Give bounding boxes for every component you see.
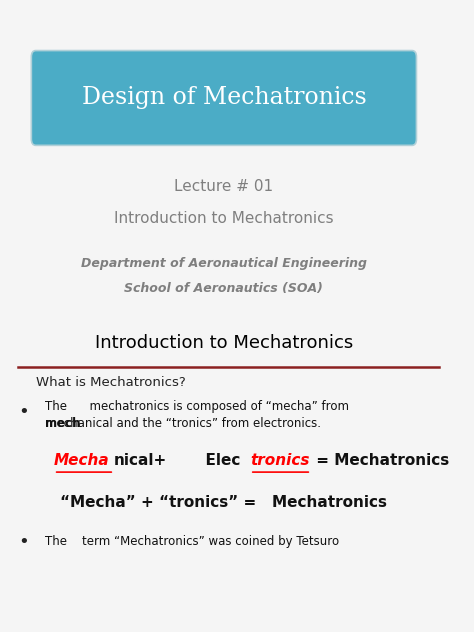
Text: What is Mechatronics?: What is Mechatronics? — [36, 376, 186, 389]
Text: School of Aeronautics (SOA): School of Aeronautics (SOA) — [125, 283, 323, 295]
Text: •: • — [18, 533, 28, 550]
Text: mech: mech — [45, 417, 80, 430]
Text: The    term “Mechatronics” was coined by Tetsuro: The term “Mechatronics” was coined by Te… — [45, 535, 339, 548]
Text: Introduction to Mechatronics: Introduction to Mechatronics — [95, 334, 353, 351]
Text: Introduction to Mechatronics: Introduction to Mechatronics — [114, 210, 334, 226]
Text: Lecture # 01: Lecture # 01 — [174, 179, 273, 194]
Text: “Mecha” + “tronics” =   Mechatronics: “Mecha” + “tronics” = Mechatronics — [60, 495, 387, 510]
Text: •: • — [18, 403, 28, 421]
Text: Design of Mechatronics: Design of Mechatronics — [82, 87, 366, 109]
Text: tronics: tronics — [250, 453, 310, 468]
Text: mechanical and the “tronics” from electronics.: mechanical and the “tronics” from electr… — [45, 417, 321, 430]
Text: nical+: nical+ — [114, 453, 167, 468]
FancyBboxPatch shape — [31, 51, 417, 145]
Text: Department of Aeronautical Engineering: Department of Aeronautical Engineering — [81, 257, 367, 270]
Text: = Mechatronics: = Mechatronics — [311, 453, 449, 468]
Text: Elec: Elec — [195, 453, 240, 468]
Text: Mecha: Mecha — [54, 453, 109, 468]
Text: The      mechatronics is composed of “mecha” from: The mechatronics is composed of “mecha” … — [45, 400, 349, 413]
